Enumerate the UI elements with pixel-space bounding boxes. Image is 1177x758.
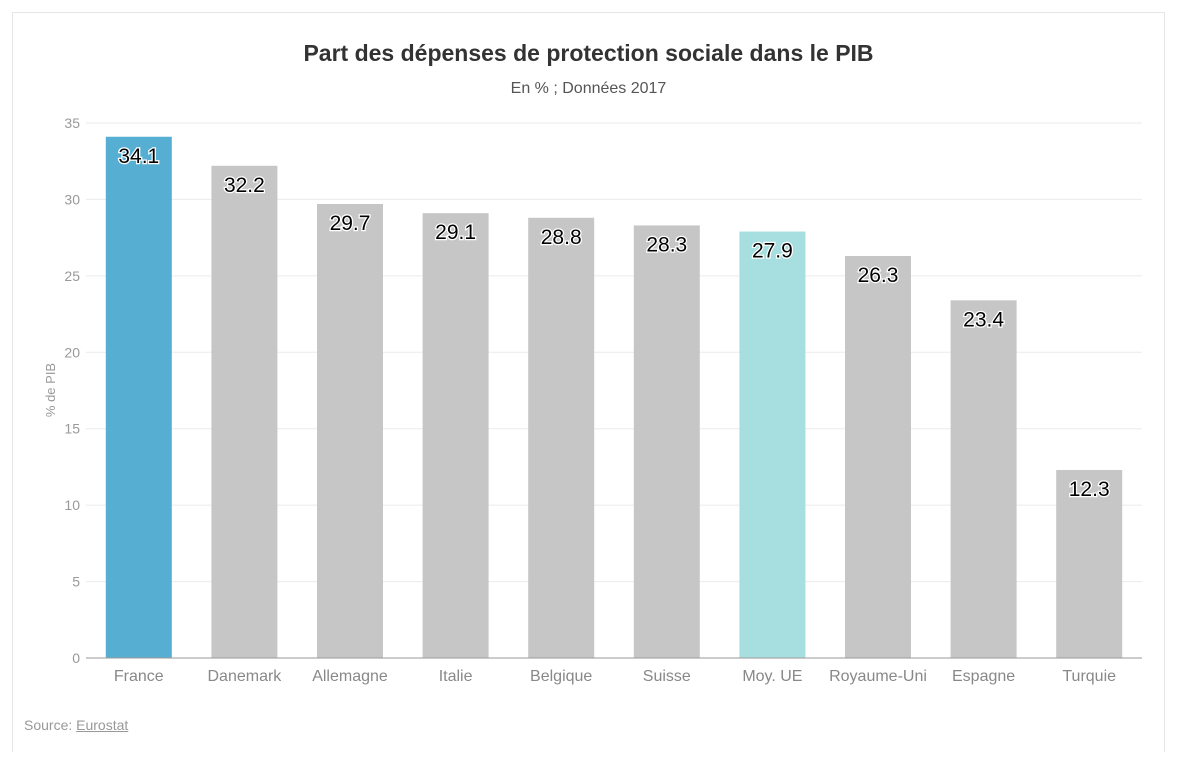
x-tick-label: Espagne <box>952 668 1015 685</box>
x-tick-label: France <box>114 668 164 685</box>
x-axis-ticks: France Danemark Allemagne Italie Belgique Sui… <box>114 668 1116 685</box>
bar-value-label: 28.3 <box>646 233 687 256</box>
source-prefix: Source: <box>24 717 77 733</box>
bar-value-label: 26.3 <box>858 264 899 287</box>
bar-value-label: 29.7 <box>330 212 371 235</box>
value-labels: 34.1 32.2 29.7 29.1 28.8 28.3 27.9 26.3 23.4 12.3 <box>117 144 1111 503</box>
y-tick-label: 0 <box>72 650 80 666</box>
bar-belgique <box>528 217 595 658</box>
bars <box>105 136 1123 659</box>
x-tick-label: Turquie <box>1062 668 1116 685</box>
chart-subtitle: En % ; Données 2017 <box>510 80 667 97</box>
bar-value-label: 12.3 <box>1069 478 1110 501</box>
x-tick-label: Royaume-Uni <box>829 668 927 685</box>
x-tick-label: Danemark <box>207 668 282 685</box>
y-tick-label: 15 <box>64 421 80 437</box>
y-tick-label: 20 <box>64 344 80 360</box>
bar-allemagne <box>317 204 383 658</box>
bar-value-label: 23.4 <box>963 308 1004 331</box>
x-tick-label: Suisse <box>643 668 691 685</box>
bar-italie <box>422 213 489 658</box>
bar-value-label: 32.2 <box>224 174 265 197</box>
source-link[interactable]: Eurostat <box>76 717 129 733</box>
y-tick-label: 35 <box>64 115 80 131</box>
x-tick-label: Belgique <box>530 668 592 685</box>
source-note: Source: Eurostat <box>24 717 128 733</box>
bar-value-label: 34.1 <box>118 145 159 168</box>
bar-value-label: 27.9 <box>752 240 793 263</box>
x-tick-label: Italie <box>439 668 473 685</box>
bar-royaume-uni <box>845 255 911 658</box>
y-tick-label: 10 <box>64 497 80 513</box>
bar-turquie <box>1056 469 1123 658</box>
chart-title: Part des dépenses de protection sociale … <box>303 40 874 66</box>
y-tick-label: 5 <box>72 574 80 590</box>
y-tick-label: 30 <box>64 191 80 207</box>
y-axis-label: % de PIB <box>43 363 58 417</box>
y-axis-ticks: 0 5 10 15 20 25 30 35 <box>64 115 80 666</box>
bar-moy-ue <box>739 231 806 658</box>
x-tick-label: Allemagne <box>312 668 388 685</box>
y-tick-label: 25 <box>64 268 80 284</box>
bar-espagne <box>950 300 1017 658</box>
bar-value-label: 28.8 <box>541 226 582 249</box>
bar-value-label: 29.1 <box>435 221 476 244</box>
x-tick-label: Moy. UE <box>742 668 802 685</box>
bar-danemark <box>211 165 278 659</box>
bar-france <box>105 136 172 658</box>
bar-suisse <box>633 225 700 658</box>
